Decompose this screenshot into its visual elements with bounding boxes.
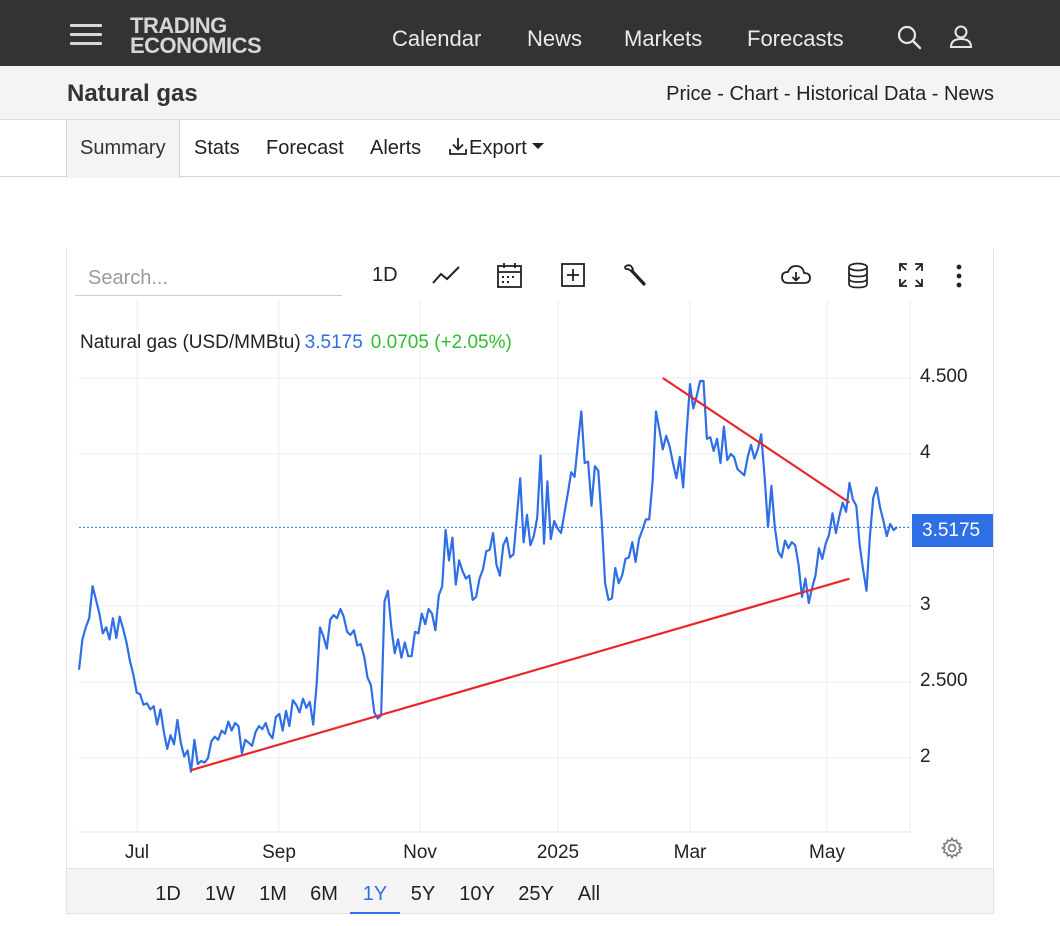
download-icon xyxy=(449,138,467,155)
logo-line-1: TRADING xyxy=(130,13,227,38)
page-links: Price - Chart - Historical Data - News xyxy=(666,83,994,106)
link-price[interactable]: Price xyxy=(666,83,712,105)
line-chart-icon[interactable] xyxy=(432,261,460,291)
user-icon[interactable] xyxy=(948,24,974,50)
calendar-icon[interactable] xyxy=(496,261,524,291)
add-indicator-icon[interactable] xyxy=(560,261,588,291)
x-tick-label: May xyxy=(809,842,845,863)
active-range-underline xyxy=(350,912,400,914)
range-all[interactable]: All xyxy=(577,883,601,905)
y-tick-label: 4.500 xyxy=(920,366,968,387)
range-10y[interactable]: 10Y xyxy=(459,883,495,905)
export-dropdown[interactable]: Export xyxy=(447,120,545,177)
link-separator: - xyxy=(711,83,730,105)
tab-stats[interactable]: Stats xyxy=(194,137,240,159)
link-historical-data[interactable]: Historical Data xyxy=(796,83,927,105)
wrench-icon[interactable] xyxy=(622,261,650,291)
page-title-bar: Natural gas Price - Chart - Historical D… xyxy=(0,66,1060,120)
range-25y[interactable]: 25Y xyxy=(518,883,554,905)
chart-legend: Natural gas (USD/MMBtu) 3.5175 0.0705 (+2.… xyxy=(80,332,512,354)
legend-series-name: Natural gas (USD/MMBtu) xyxy=(80,332,301,353)
nav-markets[interactable]: Markets xyxy=(624,26,703,51)
y-tick-label: 4 xyxy=(920,442,931,463)
fullscreen-icon[interactable] xyxy=(897,261,925,291)
chart-settings-gear-icon[interactable] xyxy=(940,836,964,860)
last-price-tag: 3.5175 xyxy=(912,514,993,547)
tab-alerts[interactable]: Alerts xyxy=(370,137,422,159)
caret-down-icon xyxy=(532,143,545,149)
range-1y[interactable]: 1Y xyxy=(362,883,388,905)
trendline xyxy=(662,377,851,504)
interval-selector[interactable]: 1D xyxy=(372,264,398,286)
x-tick-label: Sep xyxy=(262,842,296,863)
y-tick-label: 3 xyxy=(920,594,931,615)
legend-change: 0.0705 (+2.05%) xyxy=(370,332,512,353)
page-title: Natural gas xyxy=(67,80,198,107)
y-tick-label: 2.500 xyxy=(920,670,968,691)
logo-line-2: ECONOMICS xyxy=(130,33,262,58)
symbol-search-input[interactable] xyxy=(75,262,342,296)
export-label: Export xyxy=(469,137,527,159)
range-1m[interactable]: 1M xyxy=(259,883,287,905)
time-range-bar: 1D 1W 1M 6M 1Y 5Y 10Y 25Y All xyxy=(67,868,993,914)
top-navigation-bar: TRADING ECONOMICS Calendar News Markets … xyxy=(0,0,1060,66)
x-tick-label: Nov xyxy=(403,842,437,863)
more-vert-icon[interactable] xyxy=(950,261,968,291)
legend-price: 3.5175 xyxy=(304,332,363,353)
link-news[interactable]: News xyxy=(943,83,994,105)
download-cloud-icon[interactable] xyxy=(780,261,812,291)
menu-icon[interactable] xyxy=(70,24,102,46)
nav-news[interactable]: News xyxy=(527,26,583,51)
site-logo[interactable]: TRADING ECONOMICS xyxy=(130,13,262,58)
trendline xyxy=(190,577,850,772)
range-6m[interactable]: 6M xyxy=(310,883,338,905)
link-separator: - xyxy=(926,83,944,105)
price-series-line xyxy=(77,379,898,773)
x-tick-label: 2025 xyxy=(536,842,580,863)
link-separator: - xyxy=(778,83,797,105)
y-tick-label: 2 xyxy=(920,746,931,767)
range-5y[interactable]: 5Y xyxy=(410,883,436,905)
range-1w[interactable]: 1W xyxy=(205,883,235,905)
nav-calendar[interactable]: Calendar xyxy=(392,26,482,51)
search-icon[interactable] xyxy=(896,24,922,50)
tab-forecast[interactable]: Forecast xyxy=(266,137,344,159)
database-icon[interactable] xyxy=(846,261,870,291)
x-tick-label: Mar xyxy=(673,842,707,863)
link-chart[interactable]: Chart xyxy=(729,83,779,105)
nav-forecasts[interactable]: Forecasts xyxy=(747,26,844,51)
tab-summary[interactable]: Summary xyxy=(66,120,180,178)
x-tick-label: Jul xyxy=(124,842,150,863)
range-1d[interactable]: 1D xyxy=(155,883,181,905)
tabs-bar: Summary Stats Forecast Alerts Export xyxy=(0,120,1060,178)
